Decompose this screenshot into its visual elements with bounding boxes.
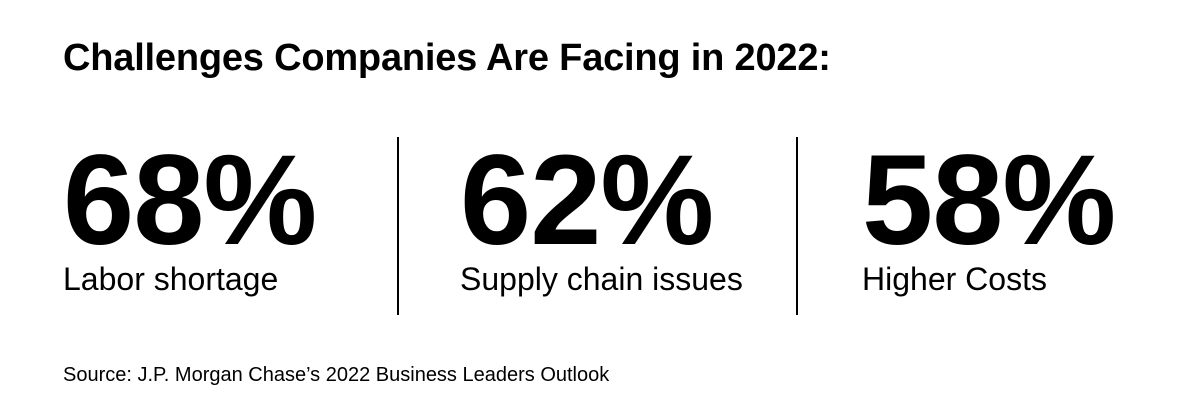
stat-value-labor-shortage: 68% xyxy=(63,129,317,272)
stat-label-supply-chain: Supply chain issues xyxy=(460,261,743,297)
vertical-divider-1 xyxy=(397,137,399,315)
stat-supply-chain: 62% Supply chain issues xyxy=(460,137,796,315)
chart-title: Challenges Companies Are Facing in 2022: xyxy=(63,37,831,79)
stat-value-higher-costs: 58% xyxy=(862,129,1116,272)
stat-label-higher-costs: Higher Costs xyxy=(862,261,1047,297)
stat-label-labor-shortage: Labor shortage xyxy=(63,261,279,297)
vertical-divider-2 xyxy=(796,137,798,315)
stat-higher-costs: 58% Higher Costs xyxy=(862,129,1116,315)
stat-labor-shortage: 68% Labor shortage xyxy=(63,137,397,315)
source-note: Source: J.P. Morgan Chase’s 2022 Busines… xyxy=(63,364,610,386)
stat-value-supply-chain: 62% xyxy=(460,129,714,272)
stats-row: 68% Labor shortage 62% Supply chain issu… xyxy=(63,129,1116,315)
